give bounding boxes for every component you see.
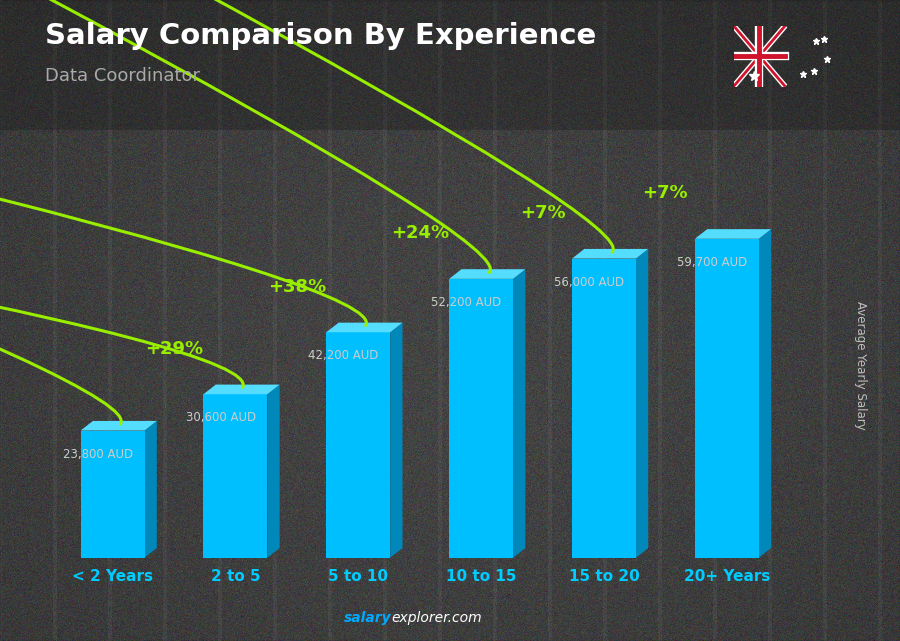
Text: Data Coordinator: Data Coordinator xyxy=(45,67,200,85)
Text: 59,700 AUD: 59,700 AUD xyxy=(677,256,747,269)
Polygon shape xyxy=(267,385,280,558)
Text: 56,000 AUD: 56,000 AUD xyxy=(554,276,625,288)
Polygon shape xyxy=(145,421,157,558)
Polygon shape xyxy=(572,249,648,258)
Text: +7%: +7% xyxy=(520,204,565,222)
Polygon shape xyxy=(81,431,145,558)
Polygon shape xyxy=(327,322,402,332)
Text: salary: salary xyxy=(344,611,392,625)
Text: 23,800 AUD: 23,800 AUD xyxy=(63,447,133,461)
Polygon shape xyxy=(81,421,157,431)
Polygon shape xyxy=(449,279,513,558)
Polygon shape xyxy=(513,269,526,558)
Polygon shape xyxy=(391,322,402,558)
Polygon shape xyxy=(449,269,526,279)
Text: +24%: +24% xyxy=(391,224,449,242)
Text: 52,200 AUD: 52,200 AUD xyxy=(431,296,501,309)
Text: +38%: +38% xyxy=(267,278,326,296)
Polygon shape xyxy=(695,238,759,558)
Text: +29%: +29% xyxy=(145,340,203,358)
Polygon shape xyxy=(636,249,648,558)
Polygon shape xyxy=(759,229,771,558)
Text: 42,200 AUD: 42,200 AUD xyxy=(309,349,379,362)
Polygon shape xyxy=(203,394,267,558)
Text: explorer.com: explorer.com xyxy=(392,611,482,625)
Text: 30,600 AUD: 30,600 AUD xyxy=(185,412,256,424)
Text: Salary Comparison By Experience: Salary Comparison By Experience xyxy=(45,22,596,51)
Polygon shape xyxy=(203,385,280,394)
Polygon shape xyxy=(327,332,391,558)
Text: +7%: +7% xyxy=(643,184,689,203)
Polygon shape xyxy=(695,229,771,238)
Polygon shape xyxy=(572,258,636,558)
Text: Average Yearly Salary: Average Yearly Salary xyxy=(854,301,867,429)
